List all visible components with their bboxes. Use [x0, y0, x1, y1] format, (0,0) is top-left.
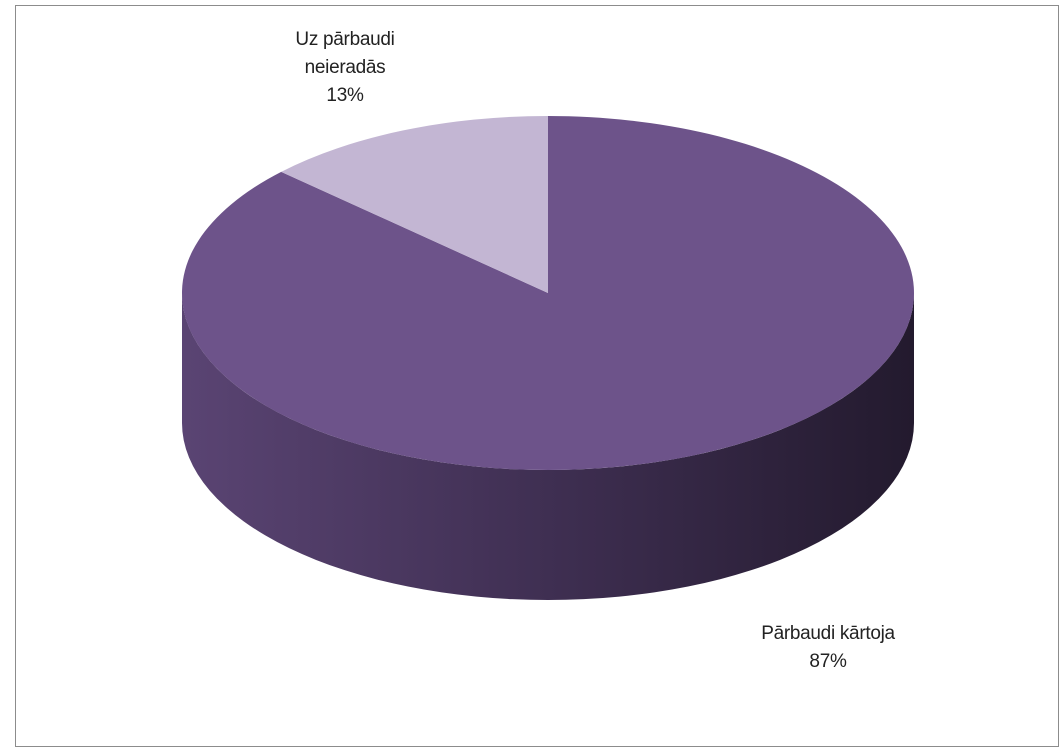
- slice-value-label: 13%: [326, 85, 364, 106]
- pie-slice: [281, 116, 548, 293]
- slice-label: Pārbaudi kārtoja: [761, 623, 895, 644]
- chart-frame: [15, 5, 1059, 747]
- pie-side: [182, 293, 914, 600]
- pie-slice: [181, 116, 914, 470]
- slice-label: Uz pārbaudi neieradās: [295, 29, 395, 78]
- slice-value-label: 87%: [809, 651, 847, 672]
